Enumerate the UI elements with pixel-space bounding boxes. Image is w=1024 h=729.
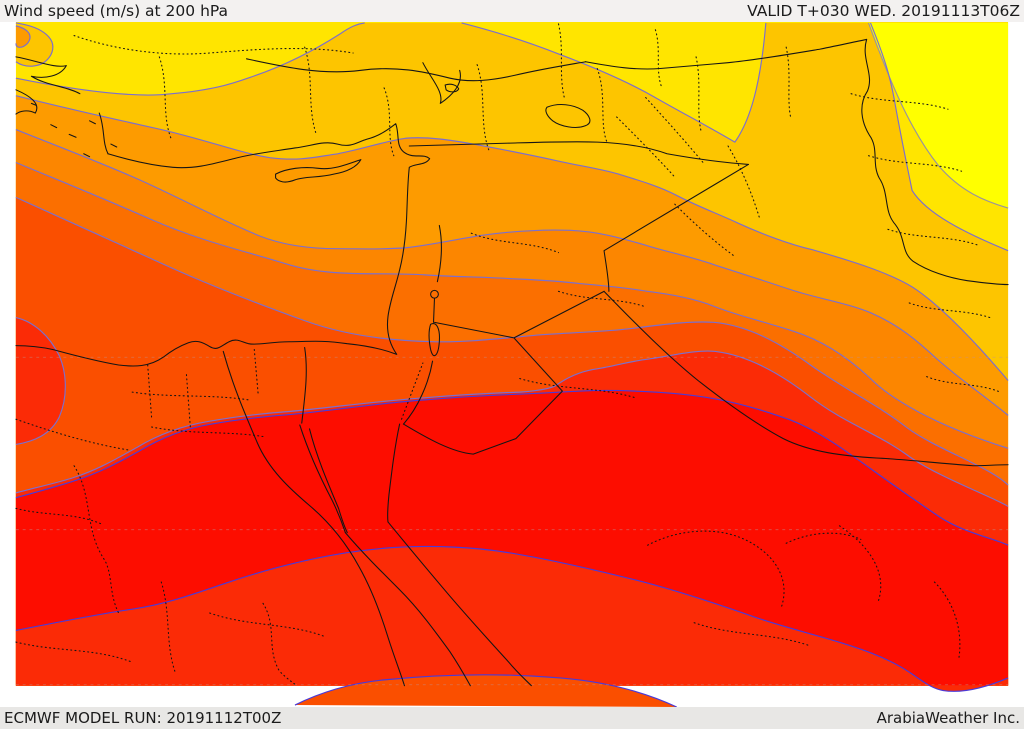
footer-bar: ECMWF MODEL RUN: 20191112T00Z ArabiaWeat… — [0, 707, 1024, 729]
gulf-of-suez — [299, 424, 348, 534]
admin-dotted-syria-iraq — [470, 97, 761, 399]
contour-line-level2 — [15, 22, 1009, 252]
brand-label: ArabiaWeather Inc. — [876, 709, 1020, 727]
border-iran — [861, 38, 1009, 286]
coastline-turkey-west — [98, 112, 109, 155]
band-fill-level7-south — [294, 674, 677, 707]
contour-line-level9-north — [15, 389, 1009, 546]
red-sea-coasts — [344, 521, 532, 687]
contour-line-level9-south — [15, 545, 1009, 692]
band-fill-level8-south — [15, 546, 1009, 692]
lake-van — [444, 83, 591, 128]
contour-line-level5 — [15, 161, 1009, 449]
coastline-black-sea — [245, 58, 587, 104]
admin-dotted-egypt-delta — [131, 348, 424, 438]
border-jordan-zigzag — [402, 290, 605, 455]
border-lebanon — [436, 224, 442, 283]
admin-dotted-saudi — [647, 525, 961, 661]
band-fill-level1-wedge — [868, 22, 1009, 209]
wind-speed-map — [15, 22, 1009, 707]
contour-line-level4 — [15, 129, 1009, 416]
contour-line-level7 — [15, 350, 1009, 507]
contour-line-topleft-amber — [15, 22, 54, 67]
header-bar: Wind speed (m/s) at 200 hPa VALID T+030 … — [0, 0, 1024, 22]
admin-dotted-iran — [850, 93, 1001, 393]
coastline-aegean — [15, 56, 118, 158]
border-syria-iraq — [603, 163, 749, 292]
border-turkey-syria — [408, 141, 749, 165]
border-iraq-saudi — [603, 290, 1009, 467]
suez-canal — [301, 347, 307, 424]
admin-dotted-turkey — [73, 23, 792, 157]
contour-line-south-arc — [294, 674, 677, 707]
page-title: Wind speed (m/s) at 200 hPa — [4, 2, 229, 20]
admin-dotted-egypt — [15, 418, 325, 687]
border-turkey-east — [585, 38, 868, 70]
contour-line-level1 — [868, 22, 1009, 209]
contour-line-level3 — [15, 95, 1009, 381]
jordan-valley-dead-sea — [402, 289, 441, 425]
valid-time-label: VALID T+030 WED. 20191113T06Z — [747, 2, 1020, 20]
coastline-turkey-south-levant-egypt — [15, 123, 431, 367]
contour-line-level8-pocket — [15, 316, 66, 446]
band-fill-topleft-orange — [15, 25, 30, 48]
nile-river — [222, 350, 405, 687]
gulf-of-aqaba — [387, 423, 401, 523]
contour-line-level6 — [15, 196, 1009, 486]
model-run-label: ECMWF MODEL RUN: 20191112T00Z — [4, 709, 282, 727]
coastline-cyprus — [275, 159, 362, 183]
